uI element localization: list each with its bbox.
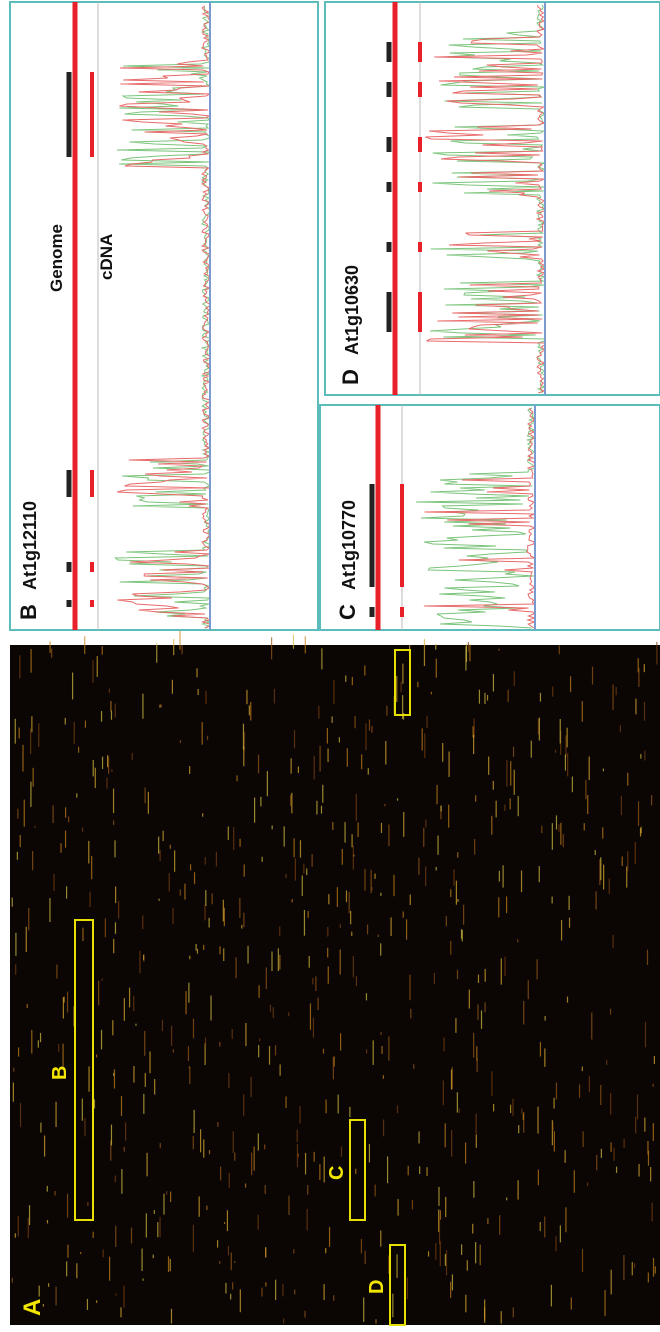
- track-label: cDNA: [97, 234, 116, 280]
- gene-name: At1g10630: [342, 265, 362, 355]
- box-label: C: [326, 1166, 348, 1180]
- panel-frame: [10, 2, 318, 630]
- gene-name: At1g10770: [339, 500, 359, 590]
- gene-name: At1g12110: [20, 501, 40, 590]
- panel-label: B: [16, 604, 41, 620]
- panel-label: A: [19, 1299, 46, 1316]
- track-label: Genome: [47, 224, 66, 292]
- panel-label: C: [335, 604, 360, 620]
- box-label: B: [49, 1066, 71, 1080]
- box-label: D: [366, 1280, 388, 1294]
- array-image: [10, 645, 660, 1325]
- figure: A B C D B At1g12110 Genome cDNA C At1g10…: [0, 0, 660, 1332]
- panel-label: D: [338, 369, 363, 385]
